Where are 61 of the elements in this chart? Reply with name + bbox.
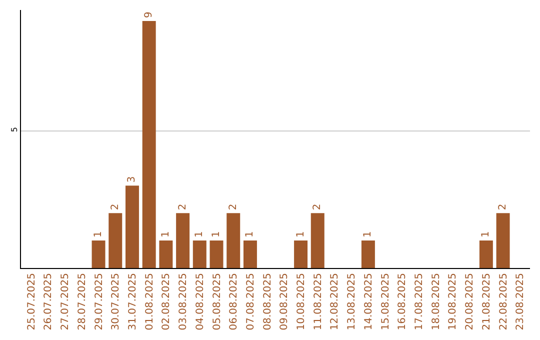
x-tick-label: 27.07.2025	[60, 273, 72, 330]
x-tick-label: 18.08.2025	[430, 273, 442, 330]
bar	[210, 240, 224, 268]
bar	[479, 240, 493, 268]
x-tick-label: 03.08.2025	[178, 273, 190, 330]
x-tick-label: 16.08.2025	[397, 273, 408, 330]
x-tick-label: 31.07.2025	[127, 273, 138, 330]
x-tick-label: 06.08.2025	[228, 273, 240, 330]
data-label: 1	[93, 231, 104, 238]
data-label: 2	[110, 204, 121, 210]
bar	[192, 240, 206, 268]
data-label: 1	[211, 231, 222, 238]
x-tick-label: 14.08.2025	[363, 273, 374, 330]
bar	[496, 213, 510, 268]
x-tick-label: 11.08.2025	[312, 273, 324, 330]
y-tick-label: 5	[10, 127, 19, 132]
bar	[92, 240, 106, 268]
x-tick-label: 26.07.2025	[43, 273, 54, 330]
data-label: 3	[126, 176, 138, 183]
x-tick-label: 05.08.2025	[212, 273, 223, 330]
x-tick-label: 08.08.2025	[262, 273, 274, 330]
data-label: 2	[312, 204, 324, 210]
bar	[310, 213, 324, 268]
x-tick-label: 04.08.2025	[194, 273, 206, 330]
x-tick-label: 29.07.2025	[94, 273, 105, 330]
data-label: 1	[362, 231, 374, 238]
x-tick-label: 07.08.2025	[245, 273, 256, 330]
data-label: 2	[177, 204, 188, 210]
x-tick-label: 01.08.2025	[144, 273, 156, 330]
bar	[159, 240, 173, 268]
x-tick-label: 22.08.2025	[498, 273, 510, 330]
x-tick-label: 10.08.2025	[296, 273, 308, 330]
bar	[126, 186, 139, 268]
bar	[361, 240, 375, 268]
data-label: 2	[498, 204, 509, 210]
data-label: 1	[480, 231, 492, 238]
data-label: 9	[144, 12, 155, 18]
x-tick-label: 21.08.2025	[481, 273, 492, 330]
x-tick-label: 09.08.2025	[279, 273, 290, 330]
bar	[176, 213, 190, 268]
x-tick-label: 20.08.2025	[464, 273, 476, 330]
x-tick-label: 02.08.2025	[161, 273, 172, 330]
bar	[243, 240, 257, 268]
bar	[142, 20, 156, 268]
data-label: 1	[160, 231, 172, 238]
bar	[294, 240, 308, 268]
x-tick-label: 25.07.2025	[26, 273, 38, 330]
x-tick-label: 30.07.2025	[110, 273, 122, 330]
x-tick-label: 12.08.2025	[330, 273, 341, 330]
data-label: 1	[295, 231, 306, 238]
data-label: 2	[228, 204, 239, 210]
x-tick-label: 17.08.2025	[414, 273, 426, 330]
data-label: 1	[244, 231, 256, 238]
bar	[108, 213, 122, 268]
x-tick-label: 13.08.2025	[346, 273, 358, 330]
x-tick-label: 28.07.2025	[76, 273, 88, 330]
bar	[226, 213, 240, 268]
x-tick-label: 23.08.2025	[515, 273, 526, 330]
data-label: 1	[194, 231, 206, 238]
x-tick-label: 19.08.2025	[448, 273, 459, 330]
x-tick-label: 15.08.2025	[380, 273, 392, 330]
